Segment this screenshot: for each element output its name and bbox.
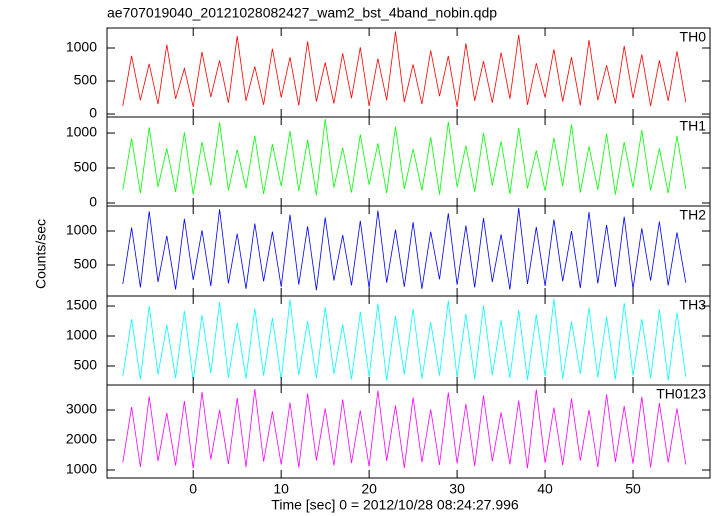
y-tick-label: 500 bbox=[74, 357, 98, 373]
panel-label: TH2 bbox=[680, 207, 707, 223]
y-tick-label: 1000 bbox=[66, 124, 97, 140]
panel-label: TH0 bbox=[680, 29, 707, 45]
y-tick-label: 1000 bbox=[66, 222, 97, 238]
x-tick-label: 50 bbox=[625, 481, 641, 497]
y-tick-label: 0 bbox=[89, 194, 97, 210]
y-tick-label: 1000 bbox=[66, 39, 97, 55]
panel-frame bbox=[106, 116, 711, 207]
panel-label: TH1 bbox=[680, 118, 707, 134]
y-tick-label: 3000 bbox=[66, 401, 97, 417]
panel-label: TH0123 bbox=[656, 386, 706, 402]
x-axis-label: Time [sec] 0 = 2012/10/28 08:24:27.996 bbox=[271, 497, 519, 513]
panel-frame bbox=[106, 27, 711, 118]
y-tick-label: 500 bbox=[74, 159, 98, 175]
y-tick-label: 500 bbox=[74, 72, 98, 88]
x-tick-label: 10 bbox=[273, 481, 289, 497]
panel-label: TH3 bbox=[680, 297, 707, 313]
y-axis-label: Counts/sec bbox=[33, 219, 49, 289]
y-tick-label: 1500 bbox=[66, 297, 97, 313]
light-curve bbox=[122, 388, 687, 469]
y-tick-label: 2000 bbox=[66, 431, 97, 447]
x-tick-label: 0 bbox=[189, 481, 197, 497]
y-tick-label: 500 bbox=[74, 256, 98, 272]
y-tick-label: 1000 bbox=[66, 461, 97, 477]
light-curve bbox=[122, 207, 687, 291]
panel-frame bbox=[106, 384, 711, 479]
y-tick-label: 1000 bbox=[66, 327, 97, 343]
light-curve bbox=[122, 298, 687, 381]
chart-title: ae707019040_20121028082427_wam2_bst_4ban… bbox=[107, 5, 497, 21]
x-tick-label: 40 bbox=[537, 481, 553, 497]
y-tick-label: 0 bbox=[89, 105, 97, 121]
light-curve bbox=[122, 118, 687, 196]
x-tick-label: 30 bbox=[449, 481, 465, 497]
light-curve bbox=[122, 31, 687, 107]
x-tick-label: 20 bbox=[361, 481, 377, 497]
